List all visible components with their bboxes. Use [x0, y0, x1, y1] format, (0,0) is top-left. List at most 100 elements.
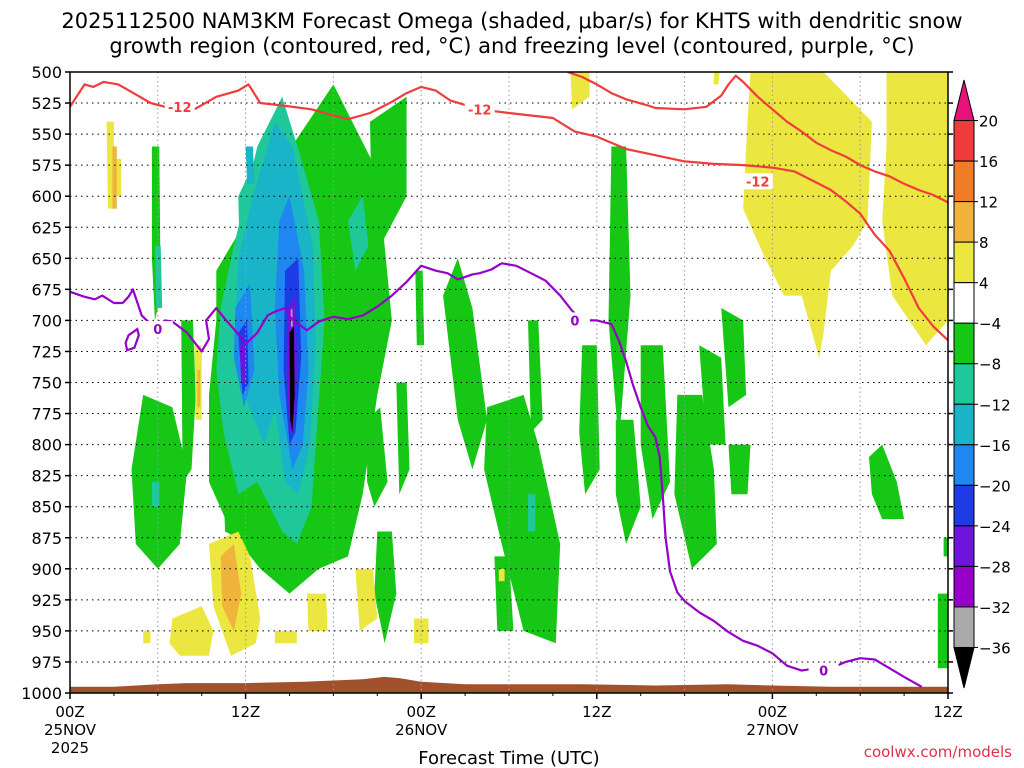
x-axis-label: Forecast Time (UTC)	[418, 748, 599, 768]
omega-region-yellow-3	[882, 72, 948, 346]
colorbar-segment-5	[953, 282, 975, 324]
omega-region-orange-0	[112, 146, 117, 209]
y-tick-label-725: 725	[31, 342, 62, 361]
colorbar-segment-7	[953, 363, 975, 405]
freezing-level-contour-label-bg-2	[808, 662, 839, 679]
colorbar-label-8: −16	[979, 437, 1011, 455]
freezing-level-contour	[70, 262, 923, 688]
x-tick-label-48: 00Z	[758, 703, 787, 721]
omega-region-green-22	[728, 444, 751, 495]
x-year-label-0: 2025	[51, 739, 89, 757]
colorbar-segment-1	[953, 120, 975, 162]
y-tick-label-700: 700	[31, 311, 62, 330]
colorbar-label-0: 20	[979, 113, 998, 131]
omega-region-green-16	[608, 146, 631, 445]
y-tick-label-625: 625	[31, 218, 62, 237]
y-tick-label-600: 600	[31, 187, 62, 206]
omega-region-yellow-0	[570, 72, 590, 110]
dgz-contour-minus12-label-1: -12	[468, 103, 492, 118]
omega-region-yellow-5	[106, 121, 114, 209]
omega-region-indigo-1	[239, 345, 246, 383]
x-tick-label-36: 12Z	[582, 703, 611, 721]
omega-region-green-20	[699, 345, 726, 445]
omega-region-green-12	[484, 394, 561, 644]
x-tick-label-0: 00Z	[55, 703, 84, 721]
omega-region-yellow-15	[498, 568, 505, 582]
colorbar-label-2: 12	[979, 194, 998, 212]
y-tick-label-850: 850	[31, 498, 62, 517]
omega-region-yellow-4	[904, 84, 910, 110]
grid	[70, 72, 948, 693]
colorbar-segment-2	[953, 160, 975, 203]
omega-region-green-3	[367, 407, 388, 507]
omega-region-green-13	[528, 320, 543, 433]
omega-region-yellow-1	[713, 72, 720, 85]
colorbar-segment-11	[953, 525, 975, 567]
omega-region-yellow-2	[743, 72, 872, 358]
omega-region-green-24	[943, 537, 948, 557]
colorbar-segment-12	[953, 565, 975, 608]
y-tick-label-525: 525	[31, 94, 62, 113]
omega-region-green-23	[869, 444, 905, 520]
y-tick-label-650: 650	[31, 249, 62, 268]
x-tick-label-24: 00Z	[407, 703, 436, 721]
freezing-level-contour-label-2: 0	[819, 665, 828, 680]
colorbar-label-12: −32	[979, 599, 1011, 617]
dgz-contour-minus12-upper	[567, 72, 948, 204]
x-tick-label-60: 12Z	[933, 703, 962, 721]
y-tick-label-550: 550	[31, 125, 62, 144]
colorbar-label-5: −4	[979, 315, 1001, 333]
x-date-label-24: 26NOV	[395, 721, 448, 739]
omega-region-yellow-13	[355, 568, 378, 631]
colorbar-label-13: −36	[979, 639, 1011, 657]
dgz-contour-minus12-label-0: -12	[168, 101, 192, 116]
y-tick-label-1000: 1000	[21, 684, 62, 703]
colorbar: 20 16 12 8 4 −4 −8 −12 −16 −20 −24 −28 −32 −36	[953, 79, 1011, 689]
colorbar-label-1: 16	[979, 153, 998, 171]
x-date-label-48: 27NOV	[746, 721, 799, 739]
freezing-level-contour-label-0: 0	[153, 323, 162, 338]
omega-region-teal-1	[348, 196, 369, 271]
colorbar-segment-3	[953, 201, 975, 243]
omega-region-yellow-12	[307, 593, 328, 631]
omega-region-teal-5	[528, 494, 536, 532]
colorbar-label-3: 8	[979, 234, 989, 252]
freezing-level-loop	[124, 327, 140, 352]
colorbar-segment-9	[953, 444, 975, 486]
y-tick-label-975: 975	[31, 653, 62, 672]
y-tick-label-900: 900	[31, 560, 62, 579]
omega-region-black-0	[289, 326, 295, 433]
omega-region-green-9	[443, 258, 487, 470]
omega-region-orange-1	[220, 544, 242, 631]
freezing-level-contour-label-bg-1	[559, 312, 590, 329]
y-tick-label-775: 775	[31, 405, 62, 424]
colorbar-label-9: −20	[979, 477, 1011, 495]
colorbar-segment-8	[953, 403, 975, 446]
chart-title-line2: growth region (contoured, red, °C) and f…	[109, 34, 914, 58]
omega-region-yellow-10	[143, 630, 151, 644]
colorbar-label-4: 4	[979, 275, 989, 293]
colorbar-bottom-triangle	[953, 646, 975, 689]
chart-title: 2025112500 NAM3KM Forecast Omega (shaded…	[61, 9, 962, 33]
colorbar-label-7: −12	[979, 396, 1011, 414]
y-tick-label-950: 950	[31, 622, 62, 641]
colorbar-segment-6	[953, 322, 975, 365]
dgz-contour-minus12-label-bg-1	[464, 101, 495, 118]
colorbar-segment-10	[953, 484, 975, 527]
y-tick-label-750: 750	[31, 374, 62, 393]
omega-region-green-5	[131, 394, 188, 569]
colorbar-segment-13	[953, 606, 975, 648]
x-tick-label-12: 12Z	[231, 703, 260, 721]
y-tick-label-800: 800	[31, 436, 62, 455]
colorbar-label-10: −24	[979, 518, 1011, 536]
colorbar-label-11: −28	[979, 558, 1011, 576]
contour-layer: -12 -12 -12 0 0 0	[70, 72, 948, 688]
pressure-axis: 500 525 550 575 600 625 650 675 700 725 750 775 800 8…	[21, 63, 953, 703]
y-tick-label-825: 825	[31, 467, 62, 486]
credit-link[interactable]: coolwx.com/models	[864, 743, 1012, 761]
omega-region-green-2	[318, 245, 348, 321]
omega-region-green-6	[181, 320, 196, 482]
dgz-contour-minus12-label-bg-0	[164, 98, 195, 115]
